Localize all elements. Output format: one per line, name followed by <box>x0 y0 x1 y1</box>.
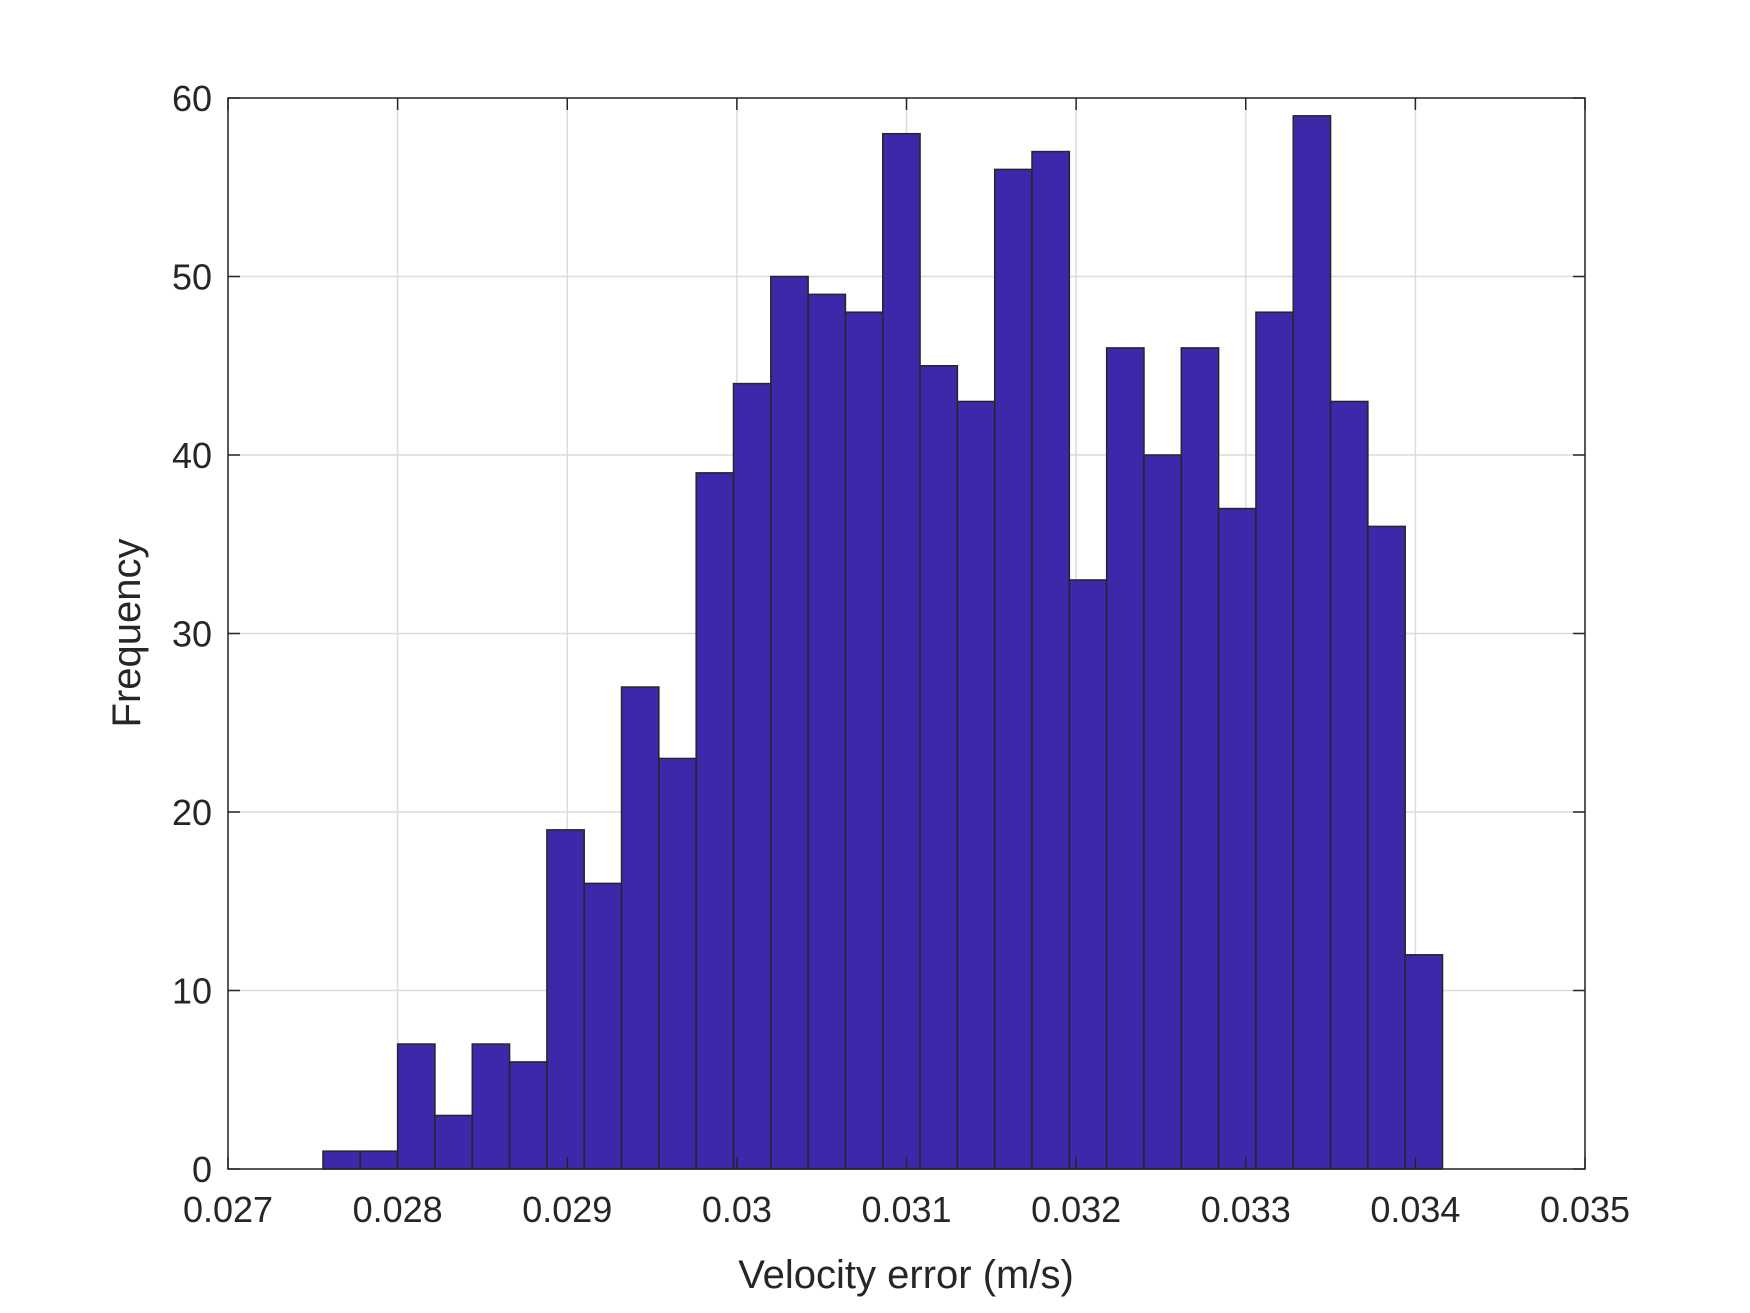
y-tick-label: 0 <box>192 1149 212 1190</box>
histogram-bar <box>1217 507 1257 1170</box>
histogram-bar <box>1404 954 1444 1170</box>
y-tick-label: 50 <box>172 257 212 298</box>
histogram-bar <box>1367 525 1406 1170</box>
x-tick-label: 0.031 <box>861 1189 951 1230</box>
y-tick-label: 20 <box>172 792 212 833</box>
histogram-bar <box>1180 347 1220 1170</box>
histogram-bar <box>844 311 884 1170</box>
histogram-bar <box>359 1150 399 1170</box>
x-tick-label: 0.028 <box>353 1189 443 1230</box>
y-tick-label: 10 <box>172 971 212 1012</box>
histogram-bar <box>695 472 735 1170</box>
histogram-bar <box>919 365 959 1170</box>
histogram-bar <box>434 1114 474 1170</box>
x-tick-label: 0.034 <box>1370 1189 1460 1230</box>
histogram-bar <box>1105 347 1145 1170</box>
histogram-bar <box>508 1061 548 1170</box>
x-tick-label: 0.033 <box>1201 1189 1291 1230</box>
histogram-bar <box>732 382 772 1170</box>
x-axis-label: Velocity error (m/s) <box>738 1253 1074 1297</box>
histogram-bar <box>658 757 697 1170</box>
histogram-bar <box>1329 400 1369 1170</box>
histogram-bar <box>1255 311 1294 1170</box>
histogram-bar <box>471 1043 511 1170</box>
y-tick-label: 60 <box>172 78 212 119</box>
histogram-bar <box>546 829 585 1170</box>
x-tick-label: 0.03 <box>702 1189 772 1230</box>
x-tick-label: 0.027 <box>183 1189 273 1230</box>
histogram-bars <box>322 115 1444 1170</box>
y-tick-label: 40 <box>172 435 212 476</box>
histogram-bar <box>1068 579 1108 1170</box>
histogram-bar <box>882 132 921 1170</box>
y-tick-label: 30 <box>172 614 212 655</box>
histogram-bar <box>956 400 996 1170</box>
histogram-bar <box>620 686 660 1170</box>
histogram-bar <box>396 1043 436 1170</box>
y-axis-label: Frequency <box>105 539 149 728</box>
axis-ticks <box>227 97 1586 1170</box>
x-tick-label: 0.029 <box>522 1189 612 1230</box>
histogram-bar <box>322 1150 362 1170</box>
histogram-bar <box>1143 454 1183 1170</box>
histogram-bar <box>807 293 847 1170</box>
y-tick-labels: 0 10 20 30 40 50 60 <box>172 78 212 1190</box>
histogram-bar <box>1292 115 1332 1170</box>
histogram-bar <box>1031 150 1071 1170</box>
x-tick-labels: 0.027 0.028 0.029 0.03 0.031 0.032 0.033 0.034 0… <box>183 1189 1630 1230</box>
histogram-bar <box>770 275 809 1170</box>
histogram-bar <box>993 168 1033 1170</box>
x-tick-label: 0.035 <box>1540 1189 1630 1230</box>
x-tick-label: 0.032 <box>1031 1189 1121 1230</box>
histogram-bar <box>583 882 623 1170</box>
